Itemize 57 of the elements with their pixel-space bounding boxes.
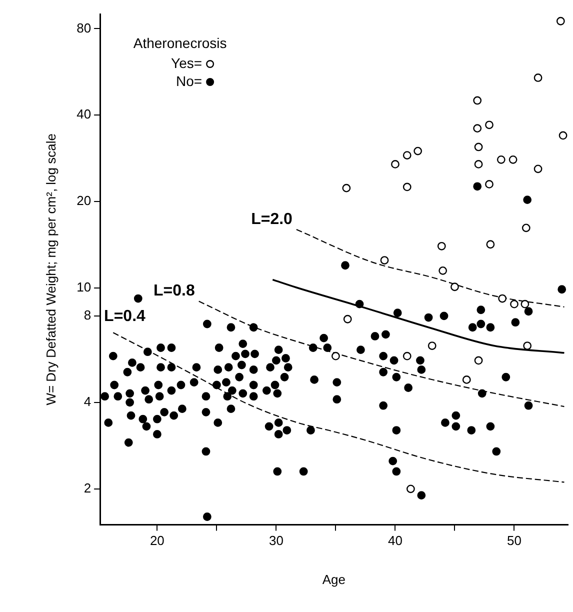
point <box>438 266 448 275</box>
y-tick-label: 8 <box>84 308 92 323</box>
line-series <box>198 300 565 408</box>
point <box>496 155 506 164</box>
point <box>556 16 565 26</box>
y-tick-label: 20 <box>76 193 92 208</box>
point <box>380 256 389 264</box>
point <box>520 300 530 308</box>
point <box>485 180 494 188</box>
x-tick-label: 40 <box>388 533 402 548</box>
y-tick-label: 4 <box>84 394 92 410</box>
point <box>485 120 494 130</box>
annotation: L=2.0 <box>251 210 293 228</box>
x-tick-label: 50 <box>507 533 522 548</box>
line-series <box>296 228 565 308</box>
point <box>486 240 495 249</box>
point <box>437 242 446 250</box>
legend-title: Atheronecrosis <box>133 34 227 51</box>
point <box>474 160 483 168</box>
point <box>332 352 340 360</box>
y-tick-label: 80 <box>76 20 92 36</box>
annotation: L=0.4 <box>104 308 146 326</box>
point <box>510 300 518 308</box>
line-series <box>112 332 565 483</box>
point <box>473 124 482 133</box>
point <box>473 96 482 105</box>
point <box>342 184 351 192</box>
point <box>523 342 532 350</box>
point <box>402 352 412 360</box>
x-tick-label: 20 <box>150 533 164 548</box>
legend-label: No= <box>176 72 202 89</box>
x-axis-title: Age <box>322 572 346 587</box>
point <box>498 294 507 303</box>
point <box>534 74 542 82</box>
point <box>406 484 415 494</box>
point <box>414 146 422 156</box>
point <box>343 314 352 324</box>
point <box>558 131 568 140</box>
point <box>522 224 530 232</box>
point <box>534 164 542 174</box>
point <box>474 142 483 152</box>
legend-label: Yes= <box>171 54 202 71</box>
y-tick-label: 2 <box>84 480 92 496</box>
line-series <box>272 278 566 354</box>
point <box>508 155 518 164</box>
annotation: L=0.8 <box>153 282 195 300</box>
point <box>462 375 471 384</box>
y-tick-label: 10 <box>76 280 92 295</box>
point <box>391 160 400 168</box>
point <box>450 282 459 292</box>
point <box>402 151 412 160</box>
point <box>402 182 412 192</box>
y-tick-label: 40 <box>76 106 92 122</box>
point <box>428 342 436 350</box>
y-axis-title: W= Dry Defatted Weight; mg per cm², log scale <box>43 134 58 406</box>
x-tick-label: 30 <box>268 533 284 548</box>
point <box>474 356 483 365</box>
